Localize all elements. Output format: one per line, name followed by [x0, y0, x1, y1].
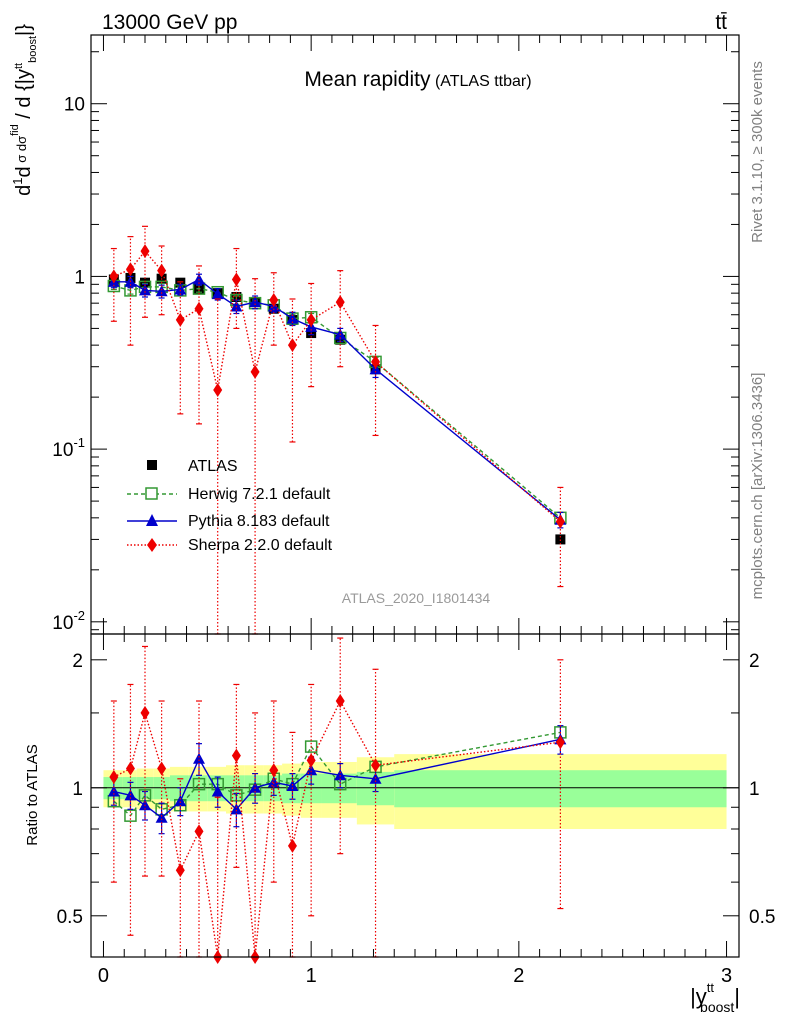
- ratio-ytick-label-right: 0.5: [749, 907, 775, 928]
- top-pythia-point: [249, 296, 262, 308]
- top-sherpa-point: [371, 354, 381, 369]
- ratio-sherpa-point: [125, 761, 135, 776]
- legend-herwig-marker: [145, 487, 158, 500]
- top-pythia-point: [174, 283, 187, 295]
- top-pythia-point: [139, 284, 151, 296]
- top-sherpa-point: [125, 262, 135, 277]
- top-ylabel: d1d σ dσfid / d {|yttboost|}: [9, 24, 39, 196]
- legend-pythia: Pythia 8.183 default: [127, 513, 330, 530]
- legend-pythia-label: Pythia 8.183 default: [188, 513, 330, 530]
- top-sherpa-point: [213, 382, 223, 397]
- ratio-sherpa-point: [109, 770, 119, 785]
- legend-atlas-marker: [147, 460, 157, 470]
- ratio-sherpa-point: [194, 824, 204, 839]
- top-sherpa-point: [555, 514, 565, 529]
- ratio-panel: 0.5 0.5 1 1 2 2 0 1 2 3: [57, 634, 775, 987]
- ratio-ylabel: Ratio to ATLAS: [24, 744, 41, 845]
- ratio-frame: [90, 633, 740, 958]
- top-atlas-point: [140, 277, 150, 288]
- ratio-ytick-label: 0.5: [57, 907, 83, 928]
- ratio-sherpa-point: [555, 735, 565, 750]
- top-sherpa-point: [231, 272, 241, 287]
- energy-label: 13000 GeV pp: [102, 11, 237, 34]
- legend-sherpa: Sherpa 2.2.0 default: [127, 537, 333, 554]
- ratio-herwig-point: [192, 777, 206, 791]
- top-sherpa-point: [109, 269, 119, 284]
- ratio-pythia-point: [334, 769, 347, 781]
- mcplots-label: mcplots.cern.ch [arXiv:1306.3436]: [749, 373, 766, 600]
- ratio-pythia-point: [230, 803, 243, 815]
- process-label: tt̄: [715, 11, 727, 34]
- legend-sherpa-label: Sherpa 2.2.0 default: [188, 537, 333, 554]
- legend-atlas-label: ATLAS: [188, 458, 238, 475]
- top-ytick-label: 10: [64, 95, 85, 116]
- ratio-ytick-label-right: 1: [749, 779, 760, 800]
- main-subtitle-text: (ATLAS ttbar): [435, 73, 532, 90]
- ratio-sherpa-point: [157, 761, 167, 776]
- xtick-label: 2: [513, 965, 524, 987]
- legend-sherpa-marker: [147, 538, 157, 552]
- ratio-ytick-label: 2: [72, 651, 83, 672]
- ratio-sherpa-point: [371, 758, 381, 773]
- top-sherpa-point: [194, 301, 204, 316]
- top-sherpa-point: [140, 244, 150, 259]
- xlabel: |ytt boost|: [690, 980, 740, 1015]
- ratio-sherpa-point: [140, 705, 150, 720]
- ratio-sherpa-point: [269, 763, 279, 778]
- top-sherpa-point: [335, 295, 345, 310]
- main-title-text: Mean rapidity: [304, 68, 431, 91]
- top-sherpa-point: [269, 293, 279, 308]
- ratio-sherpa-point: [306, 753, 316, 768]
- top-sherpa-point: [287, 338, 297, 353]
- ratio-pythia-point: [211, 785, 224, 797]
- top-sherpa-point: [306, 312, 316, 327]
- legend-herwig-label: Herwig 7.2.1 default: [188, 486, 331, 503]
- ratio-ytick-label-right: 2: [749, 651, 760, 672]
- top-pythia-point: [155, 285, 168, 297]
- ratio-sherpa-point: [287, 838, 297, 853]
- ratio-ytick-label: 1: [72, 779, 83, 800]
- ratio-herwig-point: [124, 809, 137, 822]
- legend: ATLAS Herwig 7.2.1 default Pythia 8.183 …: [127, 458, 333, 554]
- top-atlas-point: [555, 534, 566, 545]
- ratio-sherpa-point: [335, 694, 345, 709]
- svg-text:d1d σ dσfid / d {|yttboost|}: d1d σ dσfid / d {|yttboost|}: [9, 24, 39, 196]
- ratio-pythia-point: [155, 811, 168, 823]
- top-ytick-label: 10-1: [52, 435, 85, 461]
- legend-pythia-marker: [146, 514, 158, 526]
- main-title: Mean rapidity (ATLAS ttbar): [304, 68, 531, 91]
- ratio-sherpa-point: [175, 863, 185, 878]
- top-atlas-point: [175, 277, 186, 288]
- top-sherpa-point: [250, 364, 260, 379]
- ratio-pythia-point: [193, 752, 205, 764]
- analysis-label: ATLAS_2020_I1801434: [342, 590, 491, 606]
- top-ytick-label: 10-2: [52, 608, 85, 634]
- ratio-pythia-point: [174, 795, 187, 807]
- legend-herwig: Herwig 7.2.1 default: [127, 486, 331, 503]
- top-ytick-label: 1: [74, 267, 85, 288]
- xtick-label: 0: [98, 965, 109, 987]
- top-pythia-point: [211, 288, 224, 300]
- rivet-label: Rivet 3.1.10, ≥ 300k events: [749, 61, 766, 243]
- top-sherpa-point: [175, 312, 185, 327]
- xtick-label: 1: [306, 965, 317, 987]
- xtick-label: 3: [721, 965, 732, 987]
- top-panel: 10-2 10-1 1 10: [52, 35, 739, 635]
- ratio-herwig-point: [304, 740, 318, 753]
- ratio-pythia-point: [249, 781, 262, 793]
- ratio-sherpa-point: [231, 748, 241, 763]
- legend-atlas: ATLAS: [147, 458, 238, 475]
- ratio-pythia-point: [267, 776, 280, 788]
- top-sherpa-point: [157, 263, 167, 278]
